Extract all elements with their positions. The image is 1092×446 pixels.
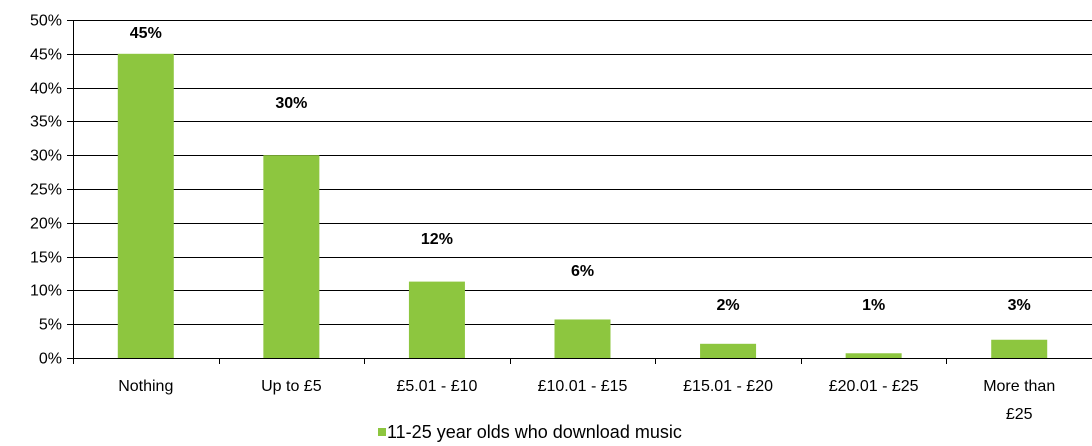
y-axis-ticks: 0% 5% 10% 15% 20% 25% 30% 35% 40% 45% 50%: [30, 13, 62, 368]
data-label: 3%: [1008, 297, 1031, 314]
data-label: 12%: [421, 231, 453, 248]
bar: [408, 281, 465, 358]
x-category-label-line: £10.01 - £15: [538, 378, 628, 395]
x-category-label: £20.01 - £25: [829, 378, 919, 395]
data-label: 45%: [130, 25, 162, 42]
bar: [845, 353, 902, 358]
x-category-label: More than £25: [983, 378, 1055, 423]
y-tick-label: 35%: [30, 114, 62, 131]
legend-label: 11-25 year olds who download music: [387, 422, 682, 442]
y-tick-label: 25%: [30, 182, 62, 199]
x-category-label: £15.01 - £20: [683, 378, 773, 395]
x-category-label-line: Up to £5: [261, 378, 322, 395]
y-tick-label: 0%: [39, 351, 62, 368]
x-category-label-line: Nothing: [118, 378, 173, 395]
bar: [991, 339, 1048, 358]
bar: [700, 343, 757, 358]
legend-swatch: [378, 428, 386, 436]
x-category-label: £5.01 - £10: [396, 378, 477, 395]
data-label: 30%: [275, 95, 307, 112]
x-category-label: £10.01 - £15: [538, 378, 628, 395]
y-tick-label: 15%: [30, 250, 62, 267]
y-tick-label: 10%: [30, 283, 62, 300]
gridlines: [67, 20, 1092, 359]
data-labels: 45% 30% 12% 6% 2% 1% 3%: [130, 25, 1031, 314]
y-tick-label: 5%: [39, 317, 62, 334]
data-label: 2%: [717, 297, 740, 314]
legend: 11-25 year olds who download music: [378, 422, 682, 442]
bar: [117, 53, 174, 359]
bars: [117, 53, 1048, 359]
category-labels: Nothing Up to £5 £5.01 - £10 £10.01 - £15 £1…: [118, 378, 1055, 423]
y-tick-label: 40%: [30, 81, 62, 98]
x-category-label-line: £15.01 - £20: [683, 378, 773, 395]
x-category-label: Nothing: [118, 378, 173, 395]
x-axis: [73, 20, 1092, 364]
x-category-label-line: £20.01 - £25: [829, 378, 919, 395]
data-label: 1%: [862, 297, 885, 314]
y-tick-label: 20%: [30, 216, 62, 233]
y-tick-label: 30%: [30, 148, 62, 165]
y-tick-label: 45%: [30, 47, 62, 64]
data-label: 6%: [571, 263, 594, 280]
x-category-label-line: £5.01 - £10: [396, 378, 477, 395]
bar: [554, 319, 611, 358]
x-category-label: Up to £5: [261, 378, 322, 395]
x-category-label-line: £25: [1006, 406, 1033, 423]
x-category-label-line: More than: [983, 378, 1055, 395]
bar: [263, 155, 320, 358]
y-tick-label: 50%: [30, 13, 62, 30]
